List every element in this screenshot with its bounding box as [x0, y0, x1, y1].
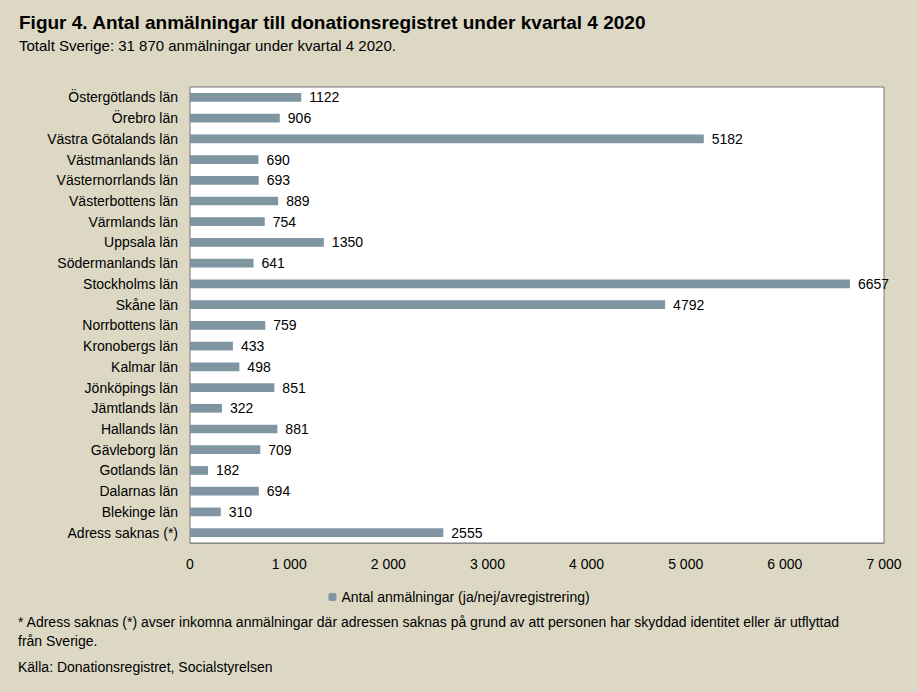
svg-text:Antal anmälningar (ja/nej/avre: Antal anmälningar (ja/nej/avregistrering…	[341, 589, 589, 605]
svg-text:6657: 6657	[858, 276, 889, 292]
svg-text:Östergötlands län: Östergötlands län	[68, 88, 178, 105]
svg-text:5 000: 5 000	[668, 556, 703, 572]
svg-text:310: 310	[229, 504, 253, 520]
svg-text:2 000: 2 000	[371, 556, 406, 572]
svg-text:498: 498	[247, 359, 271, 375]
svg-text:881: 881	[285, 421, 309, 437]
svg-text:1 000: 1 000	[272, 556, 307, 572]
svg-text:Södermanlands län: Södermanlands län	[57, 255, 178, 271]
svg-text:1122: 1122	[309, 89, 339, 105]
svg-text:Örebro län: Örebro län	[112, 109, 178, 126]
svg-text:Västra Götalands län: Västra Götalands län	[47, 131, 178, 147]
svg-text:Västmanlands län: Västmanlands län	[67, 152, 178, 168]
svg-text:641: 641	[262, 255, 286, 271]
svg-text:Kalmar län: Kalmar län	[111, 359, 178, 375]
svg-text:4792: 4792	[673, 297, 704, 313]
svg-text:906: 906	[288, 110, 312, 126]
svg-text:Adress saknas (*): Adress saknas (*)	[68, 525, 178, 541]
svg-text:Värmlands län: Värmlands län	[89, 214, 179, 230]
svg-text:7 000: 7 000	[866, 556, 901, 572]
svg-text:709: 709	[268, 442, 292, 458]
svg-text:Norrbottens län: Norrbottens län	[82, 317, 178, 333]
svg-text:693: 693	[267, 172, 291, 188]
svg-text:Västerbottens län: Västerbottens län	[69, 193, 178, 209]
svg-text:Hallands län: Hallands län	[101, 421, 178, 437]
svg-text:694: 694	[267, 483, 291, 499]
svg-text:Västernorrlands län: Västernorrlands län	[57, 172, 178, 188]
svg-text:* Adress saknas (*) avser inko: * Adress saknas (*) avser inkomna anmäln…	[18, 614, 843, 630]
svg-text:Jönköpings län: Jönköpings län	[85, 380, 178, 396]
svg-text:Skåne län: Skåne län	[116, 297, 178, 313]
svg-text:5182: 5182	[712, 131, 743, 147]
svg-text:Gävleborg län: Gävleborg län	[91, 442, 178, 458]
svg-text:Kronobergs län: Kronobergs län	[83, 338, 178, 354]
svg-text:690: 690	[266, 152, 290, 168]
svg-text:759: 759	[273, 317, 297, 333]
svg-text:889: 889	[286, 193, 310, 209]
svg-text:Stockholms län: Stockholms län	[83, 276, 178, 292]
svg-text:433: 433	[241, 338, 265, 354]
svg-text:851: 851	[282, 380, 306, 396]
svg-text:0: 0	[186, 556, 194, 572]
svg-text:182: 182	[216, 462, 240, 478]
svg-text:2555: 2555	[451, 525, 482, 541]
svg-text:Blekinge län: Blekinge län	[102, 504, 178, 520]
svg-text:Uppsala län: Uppsala län	[104, 234, 178, 250]
svg-text:Totalt Sverige: 31 870 anmälni: Totalt Sverige: 31 870 anmälningar under…	[19, 37, 396, 54]
svg-text:1350: 1350	[332, 234, 363, 250]
svg-text:754: 754	[273, 214, 297, 230]
svg-text:322: 322	[230, 400, 254, 416]
svg-text:6 000: 6 000	[767, 556, 802, 572]
svg-text:3 000: 3 000	[470, 556, 505, 572]
svg-text:Gotlands län: Gotlands län	[99, 462, 178, 478]
svg-text:från Sverige.: från Sverige.	[18, 633, 97, 649]
svg-text:4 000: 4 000	[569, 556, 604, 572]
svg-text:Jämtlands län: Jämtlands län	[92, 400, 178, 416]
svg-text:Figur 4. Antal anmälningar til: Figur 4. Antal anmälningar till donation…	[19, 12, 645, 33]
svg-text:Dalarnas län: Dalarnas län	[99, 483, 178, 499]
svg-text:Källa: Donationsregistret, Soc: Källa: Donationsregistret, Socialstyrels…	[18, 659, 272, 675]
